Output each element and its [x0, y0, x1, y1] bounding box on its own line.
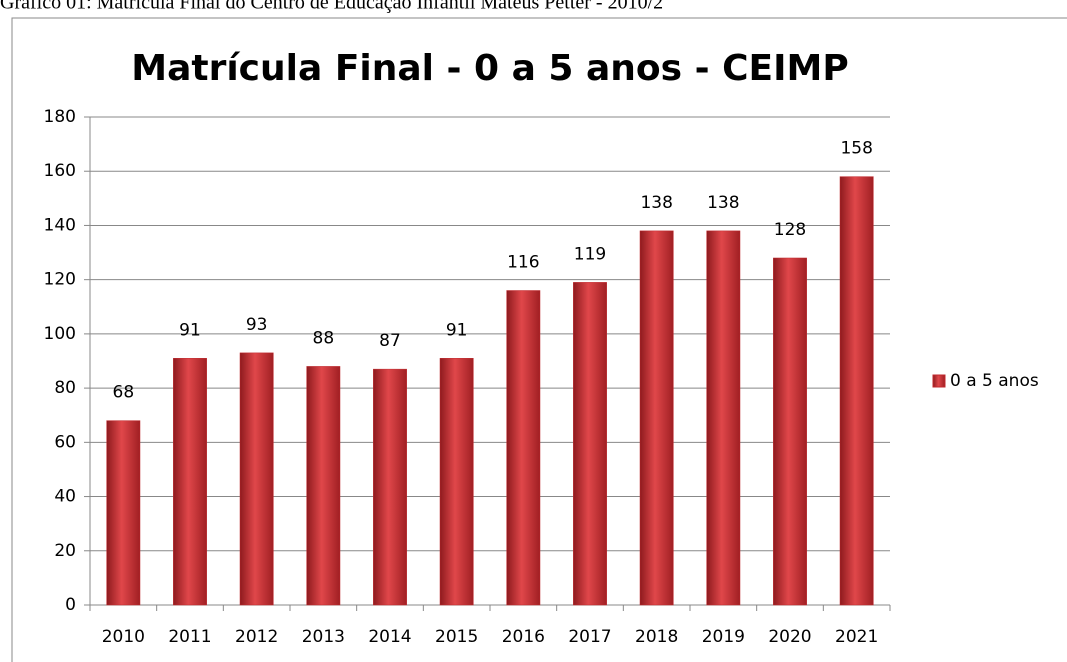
value-label: 138: [640, 193, 672, 213]
x-tick-label: 2010: [102, 627, 145, 647]
bar: [373, 368, 407, 606]
x-tick-label: 2016: [502, 627, 545, 647]
y-tick-label: 160: [44, 161, 76, 181]
x-tick-label: 2014: [368, 627, 411, 647]
chart-title: Matrícula Final - 0 a 5 anos - CEIMP: [131, 48, 848, 89]
bar: [773, 257, 807, 606]
bar: [239, 352, 274, 606]
bar: [106, 420, 141, 606]
bar: [706, 230, 741, 606]
y-tick-label: 180: [44, 107, 76, 127]
y-tick-label: 40: [54, 487, 76, 507]
x-tick-label: 2018: [635, 627, 678, 647]
value-label: 128: [774, 220, 806, 240]
bar: [839, 176, 874, 606]
legend-label: 0 a 5 anos: [950, 371, 1039, 391]
y-tick-label: 140: [44, 215, 76, 235]
bar: [173, 358, 207, 606]
value-label: 68: [113, 383, 135, 403]
y-tick-label: 120: [44, 270, 76, 290]
x-tick-label: 2020: [768, 627, 811, 647]
bar: [573, 282, 607, 606]
y-tick-label: 20: [54, 541, 76, 561]
value-label: 88: [313, 328, 335, 348]
bar: [506, 290, 541, 606]
value-label: 91: [446, 320, 468, 340]
bar: [306, 366, 341, 606]
x-tick-label: 2012: [235, 627, 278, 647]
bar: [639, 230, 674, 606]
y-tick-label: 60: [54, 432, 76, 452]
x-tick-label: 2017: [568, 627, 611, 647]
value-label: 119: [574, 244, 606, 264]
x-tick-label: 2021: [835, 627, 878, 647]
y-tick-label: 100: [44, 324, 76, 344]
x-tick-label: 2011: [168, 627, 211, 647]
legend-swatch: [932, 374, 946, 388]
value-label: 158: [840, 139, 872, 159]
y-tick-label: 80: [54, 378, 76, 398]
y-tick-label: 0: [65, 595, 76, 615]
x-tick-label: 2013: [302, 627, 345, 647]
value-label: 87: [379, 331, 401, 351]
value-label: 138: [707, 193, 739, 213]
x-tick-label: 2019: [702, 627, 745, 647]
x-tick-label: 2015: [435, 627, 478, 647]
value-label: 93: [246, 315, 268, 335]
bar: [439, 358, 474, 606]
value-label: 91: [179, 320, 201, 340]
caption: Gráfico 01: Matrícula Final do Centro de…: [0, 0, 663, 14]
value-label: 116: [507, 253, 539, 273]
